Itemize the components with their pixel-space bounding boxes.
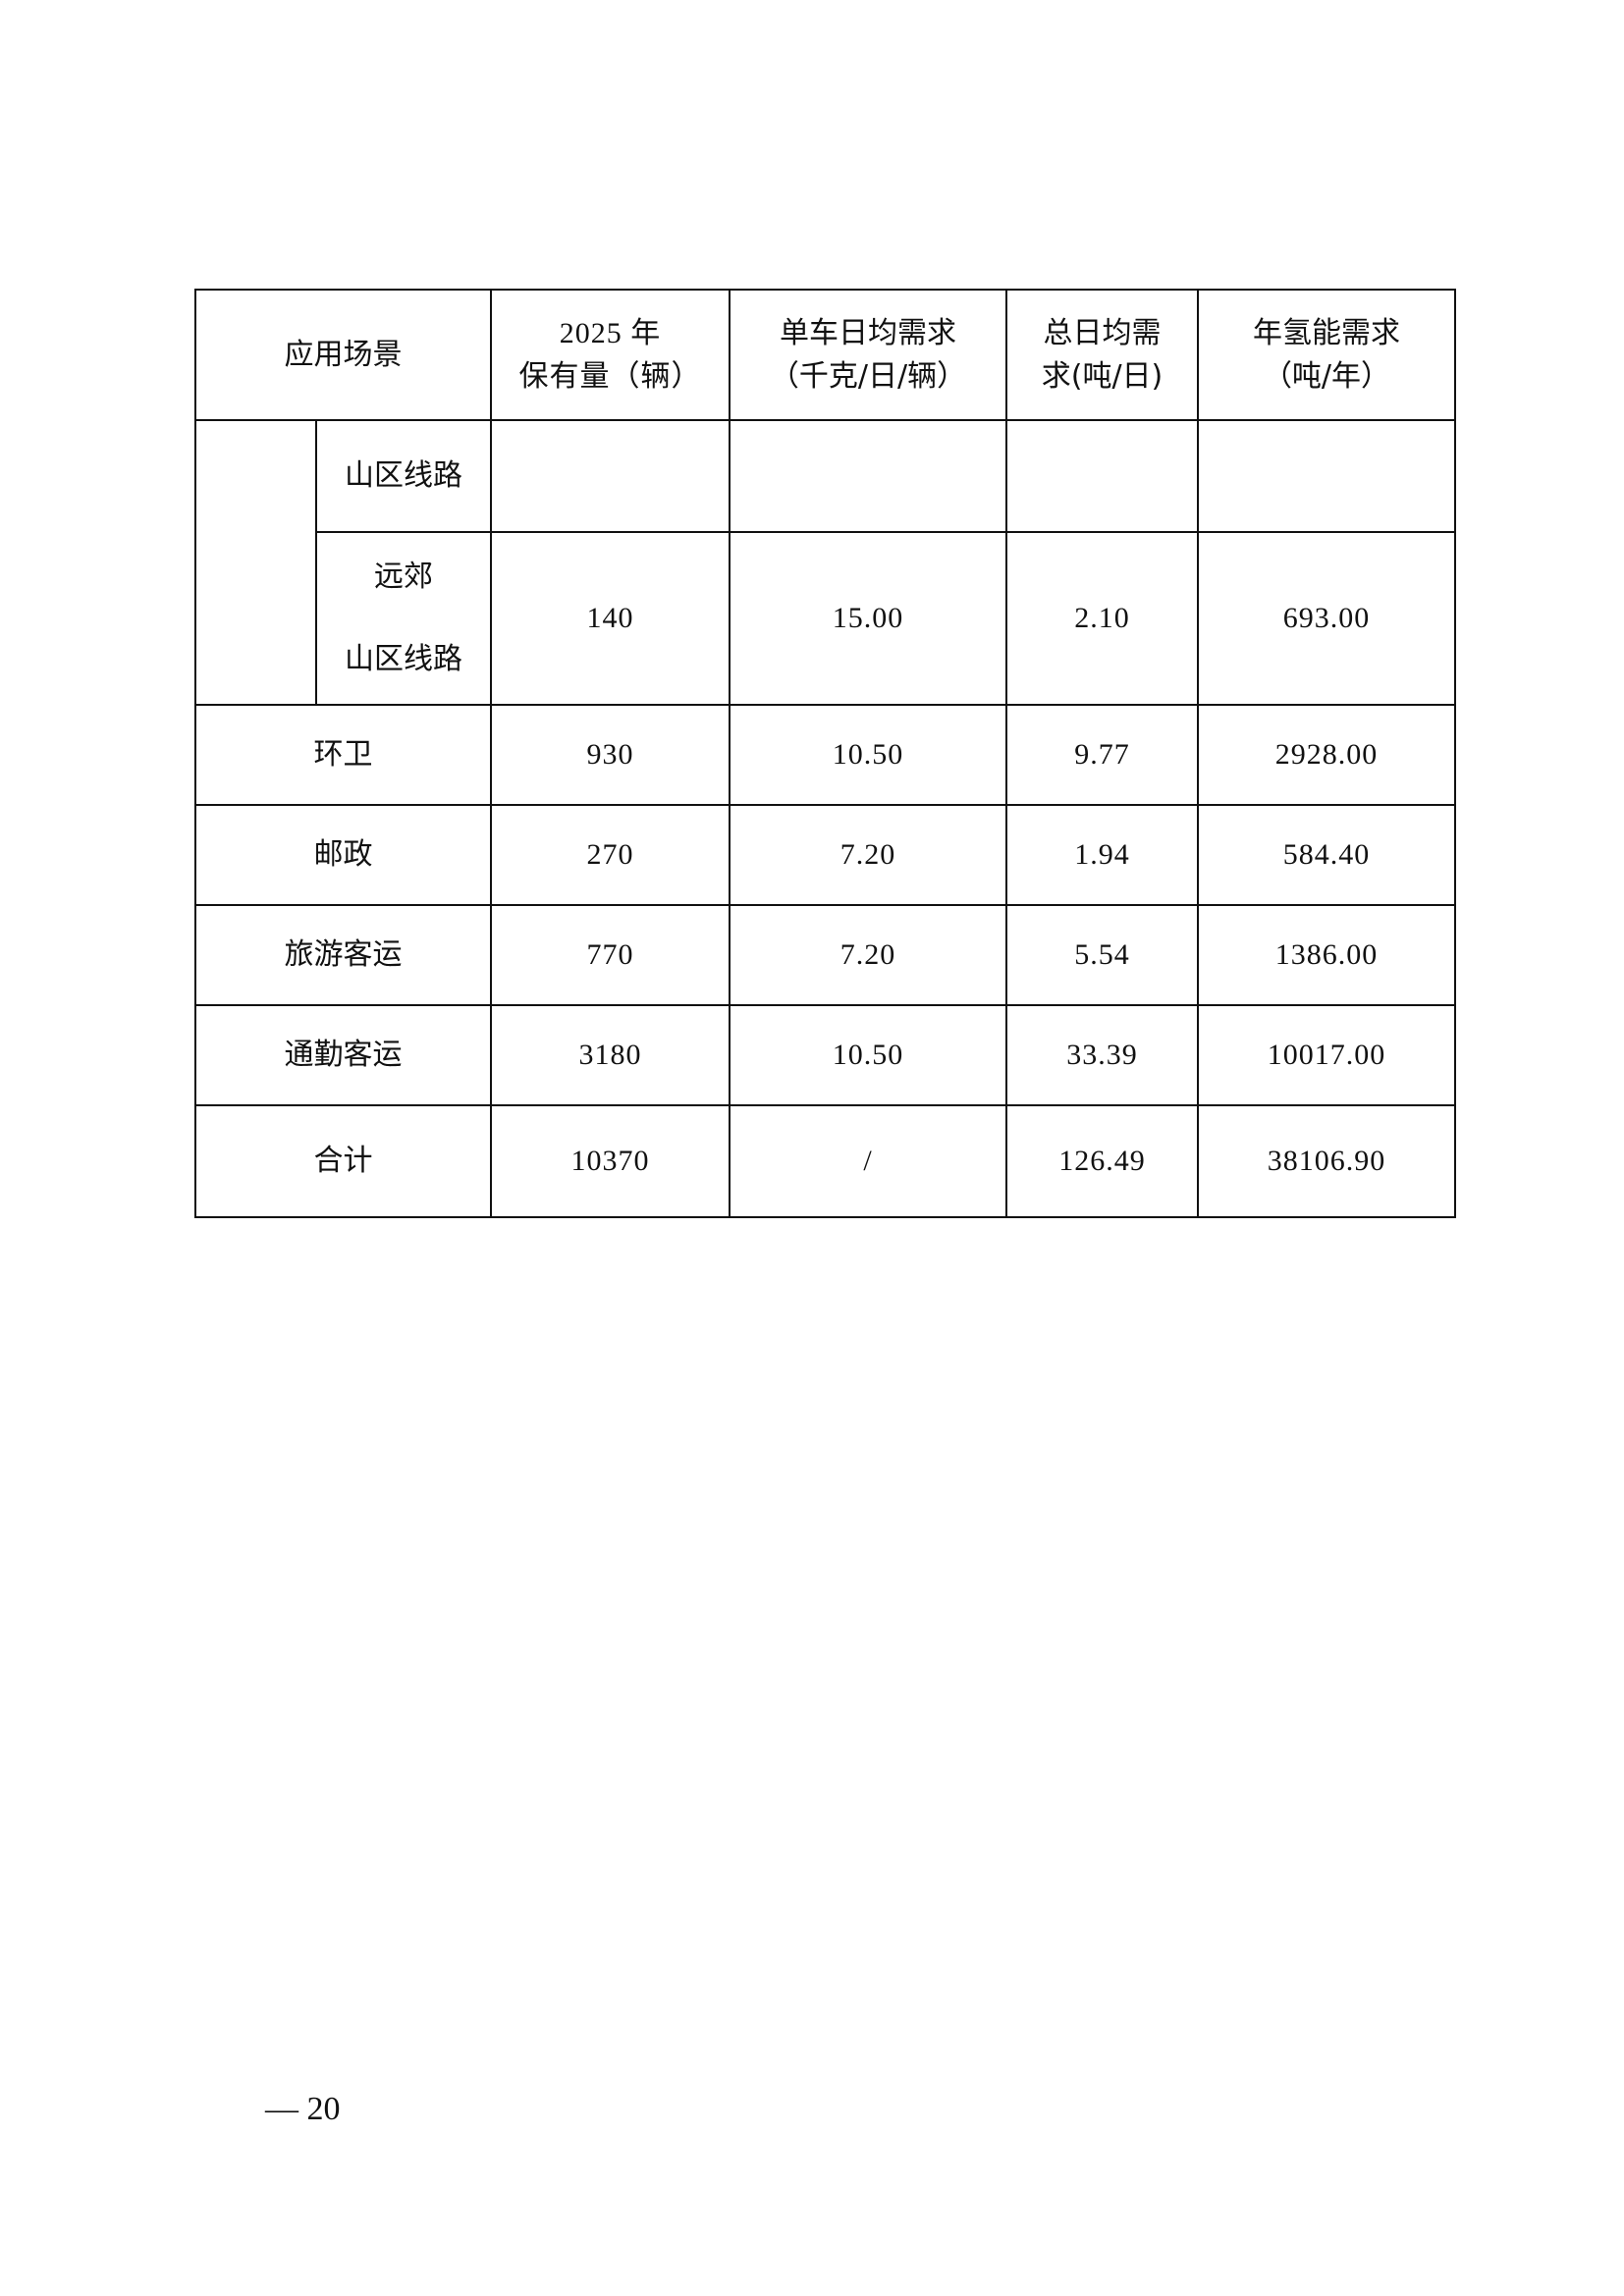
total-row: 合计 10370 / 126.49 38106.90 [194,1104,1456,1218]
header-per-vehicle: 单车日均需求 （千克/日/辆） [729,289,1007,421]
cell-annual: 693.00 [1197,531,1456,706]
cell-per-vehicle: 7.20 [729,804,1007,906]
row-name: 远郊 山区线路 [315,531,492,706]
cell-fleet: 140 [490,531,731,706]
page-number: — 20 [265,2091,341,2127]
table-row: 环卫 930 10.50 9.77 2928.00 [194,704,1456,806]
cell-fleet [490,419,731,533]
row-name: 环卫 [194,704,492,806]
row-name: 合计 [194,1104,492,1218]
row-name: 通勤客运 [194,1004,492,1106]
header-scenario: 应用场景 [194,289,492,421]
table-row: 远郊 山区线路 140 15.00 2.10 693.00 [195,531,1456,706]
group-cell [194,419,317,706]
cell-daily-total: 126.49 [1005,1104,1199,1218]
cell-per-vehicle: 10.50 [729,1004,1007,1106]
table-row: 山区线路 [194,419,1456,706]
cell-fleet: 930 [490,704,731,806]
table-row: 通勤客运 3180 10.50 33.39 10017.00 [194,1004,1456,1106]
cell-annual [1197,419,1456,533]
cell-per-vehicle: 10.50 [729,704,1007,806]
row-name: 山区线路 [315,419,492,533]
cell-daily-total: 2.10 [1005,531,1199,706]
cell-daily-total [1005,419,1199,533]
cell-fleet: 270 [490,804,731,906]
cell-per-vehicle [729,419,1007,533]
table-row: 邮政 270 7.20 1.94 584.40 [194,804,1456,906]
cell-per-vehicle: / [729,1104,1007,1218]
cell-per-vehicle: 15.00 [729,531,1007,706]
header-annual: 年氢能需求 （吨/年） [1197,289,1456,421]
cell-fleet: 770 [490,904,731,1006]
cell-fleet: 10370 [490,1104,731,1218]
cell-daily-total: 9.77 [1005,704,1199,806]
cell-annual: 38106.90 [1197,1104,1456,1218]
header-daily-total: 总日均需 求(吨/日) [1005,289,1199,421]
cell-daily-total: 5.54 [1005,904,1199,1006]
cell-annual: 2928.00 [1197,704,1456,806]
header-row: 应用场景 2025 年保有量（辆） 单车日均需求 （千克/日/辆） 总日均需 求(吨… [194,289,1456,421]
cell-annual: 10017.00 [1197,1004,1456,1106]
row-name: 旅游客运 [194,904,492,1006]
hydrogen-demand-table: 应用场景 2025 年保有量（辆） 单车日均需求 （千克/日/辆） 总日均需 求(吨… [194,289,1456,1218]
row-name: 邮政 [194,804,492,906]
cell-annual: 1386.00 [1197,904,1456,1006]
table-row: 旅游客运 770 7.20 5.54 1386.00 [194,904,1456,1006]
cell-per-vehicle: 7.20 [729,904,1007,1006]
cell-fleet: 3180 [490,1004,731,1106]
header-fleet: 2025 年保有量（辆） [490,289,731,421]
cell-annual: 584.40 [1197,804,1456,906]
cell-daily-total: 33.39 [1005,1004,1199,1106]
cell-daily-total: 1.94 [1005,804,1199,906]
